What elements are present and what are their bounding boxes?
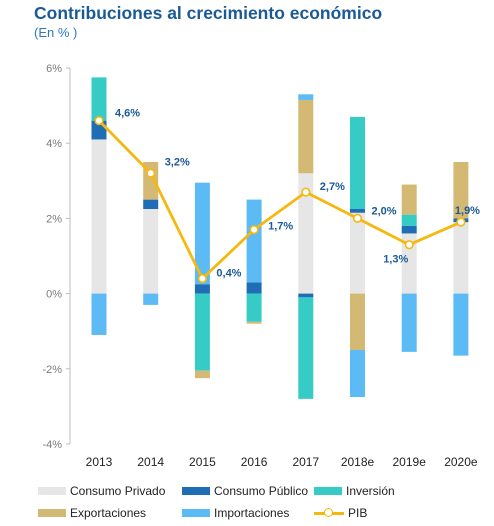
bar-importaciones: [91, 293, 107, 335]
bar-consumo-publico: [194, 284, 210, 294]
pib-data-label: 3,2%: [165, 156, 190, 168]
bar-importaciones: [350, 350, 365, 397]
growth-contributions-chart: 6% 4% 2% 0% -2% -4% 2013 2014 2015 2016 2017 2018e 2…: [42, 63, 480, 469]
bar-inversion: [246, 293, 262, 322]
bar-inversion: [298, 297, 314, 399]
bar-exportaciones: [350, 293, 365, 350]
legend-label: Exportaciones: [70, 506, 147, 520]
legend-item-consumo-publico: Consumo Público: [182, 484, 308, 498]
pib-point: [146, 168, 156, 178]
y-tick-label: 4%: [46, 138, 62, 150]
bar-exportaciones: [453, 162, 469, 219]
pib-point: [94, 116, 104, 126]
legend-swatch: [182, 487, 210, 495]
pib-point: [404, 240, 414, 250]
legend-item-exportaciones: Exportaciones: [38, 506, 146, 520]
x-tick-label: 2019e: [393, 455, 427, 469]
bar-inversion: [91, 77, 107, 121]
bar-consumo-publico: [350, 209, 365, 213]
bar-exportaciones: [298, 99, 314, 174]
bar-importaciones: [143, 293, 159, 305]
y-tick-label: -2%: [42, 364, 62, 376]
pib-point: [352, 213, 363, 223]
bar-consumo-privado: [401, 233, 417, 294]
pib-point: [249, 225, 259, 235]
bar-exportaciones: [194, 370, 210, 379]
bar-consumo-publico: [401, 225, 417, 234]
legend-label: Inversión: [346, 484, 395, 498]
y-tick-label: -4%: [42, 439, 62, 451]
bar-importaciones: [298, 94, 314, 100]
bar-importaciones: [194, 182, 210, 285]
legend-label: Consumo Público: [214, 484, 309, 498]
legend-label: PIB: [348, 506, 368, 520]
bar-inversion: [194, 293, 210, 371]
bar-consumo-privado: [91, 139, 107, 294]
y-tick-label: 0%: [46, 289, 62, 301]
x-tick-label: 2016: [241, 455, 268, 469]
pib-data-label: 1,9%: [455, 205, 480, 217]
pib-data-label: 4,6%: [115, 108, 140, 120]
legend-swatch: [38, 487, 66, 495]
pib-data-label: 2,0%: [372, 205, 397, 217]
x-tick-label: 2015: [189, 455, 216, 469]
bar-exportaciones: [246, 321, 262, 324]
bar-importaciones: [453, 293, 469, 356]
x-tick-label: 2014: [137, 455, 164, 469]
legend-item-pib: PIB: [314, 506, 367, 520]
pib-data-label: 2,7%: [320, 181, 345, 193]
y-tick-label: 2%: [46, 213, 62, 225]
legend-label: Consumo Privado: [70, 484, 166, 498]
pib-data-label: 1,7%: [268, 221, 293, 233]
pib-line: [98, 119, 462, 280]
bar-importaciones: [246, 199, 262, 283]
bar-consumo-privado: [350, 212, 365, 294]
legend-swatch: [314, 487, 342, 495]
chart-title: Contribuciones al crecimiento económico: [34, 3, 383, 23]
pib-data-label: 0,4%: [216, 268, 241, 280]
bar-importaciones: [401, 293, 417, 352]
chart-subtitle: (En % ): [34, 25, 78, 40]
legend-item-consumo-privado: Consumo Privado: [38, 484, 165, 498]
bar-consumo-publico: [143, 199, 159, 209]
bar-consumo-privado: [143, 209, 159, 294]
pib-point: [456, 217, 466, 227]
pib-point: [301, 187, 311, 197]
bar-inversion: [401, 214, 417, 226]
legend-swatch: [38, 509, 66, 517]
x-tick-label: 2017: [292, 455, 319, 469]
pib-data-label: 1,3%: [383, 254, 408, 266]
bar-consumo-privado: [298, 173, 314, 294]
pib-point: [197, 273, 207, 284]
legend-label: Importaciones: [214, 506, 290, 520]
bar-consumo-publico: [246, 282, 262, 294]
x-tick-label: 2018e: [341, 455, 375, 469]
legend-item-inversion: Inversión: [314, 484, 395, 498]
bar-inversion: [350, 116, 365, 209]
bar-consumo-publico: [298, 293, 314, 298]
x-tick-label: 2013: [86, 455, 113, 469]
legend-swatch: [314, 508, 344, 518]
legend-item-importaciones: Importaciones: [182, 506, 289, 520]
legend-swatch: [182, 509, 210, 517]
bar-consumo-privado: [453, 222, 469, 294]
y-tick-label: 6%: [46, 63, 62, 75]
bar-exportaciones: [401, 184, 417, 215]
x-tick-label: 2020e: [444, 455, 478, 469]
